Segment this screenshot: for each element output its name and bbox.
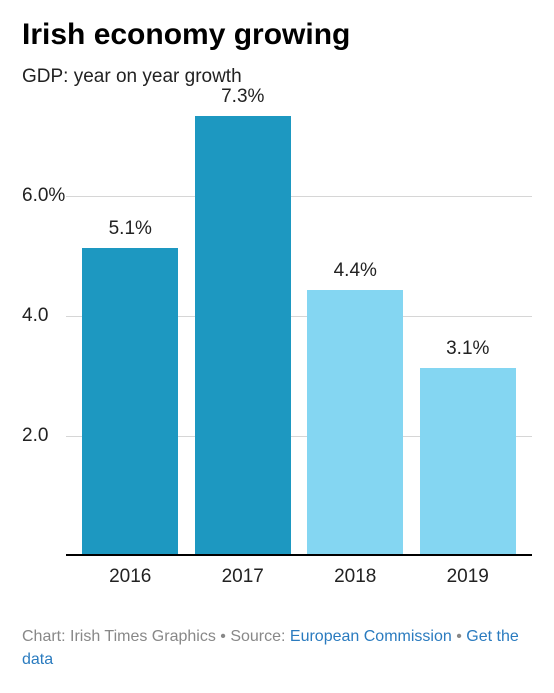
y-axis-label: 2.0: [22, 425, 62, 447]
chart-subtitle: GDP: year on year growth: [22, 66, 532, 88]
source-link[interactable]: European Commission: [290, 628, 452, 645]
x-axis-label: 2019: [420, 566, 516, 588]
bars-container: 5.1%7.3%4.4%3.1%: [66, 106, 532, 554]
bar-group: 7.3%: [195, 86, 291, 554]
bar-group: 4.4%: [307, 260, 403, 554]
x-axis-label: 2018: [307, 566, 403, 588]
bar-value-label: 7.3%: [221, 86, 264, 108]
bar: [82, 248, 178, 554]
chart-area: 5.1%7.3%4.4%3.1% 2.04.06.0% 201620172018…: [22, 106, 532, 586]
bar: [420, 368, 516, 554]
bar-value-label: 3.1%: [446, 338, 489, 360]
y-axis-label: 6.0%: [22, 185, 62, 207]
x-axis: 2016 2017 2018 2019: [66, 558, 532, 588]
chart-footer: Chart: Irish Times Graphics • Source: Eu…: [22, 626, 532, 671]
x-axis-label: 2017: [195, 566, 291, 588]
bar: [195, 116, 291, 554]
footer-separator: •: [452, 628, 467, 645]
bar-value-label: 4.4%: [334, 260, 377, 282]
y-axis-label: 4.0: [22, 305, 62, 327]
chart-title: Irish economy growing: [22, 18, 532, 52]
bar-group: 5.1%: [82, 218, 178, 554]
bar-group: 3.1%: [420, 338, 516, 554]
bar: [307, 290, 403, 554]
footer-prefix: Chart: Irish Times Graphics • Source:: [22, 628, 290, 645]
x-axis-label: 2016: [82, 566, 178, 588]
bar-value-label: 5.1%: [109, 218, 152, 240]
plot-region: 5.1%7.3%4.4%3.1%: [66, 106, 532, 556]
